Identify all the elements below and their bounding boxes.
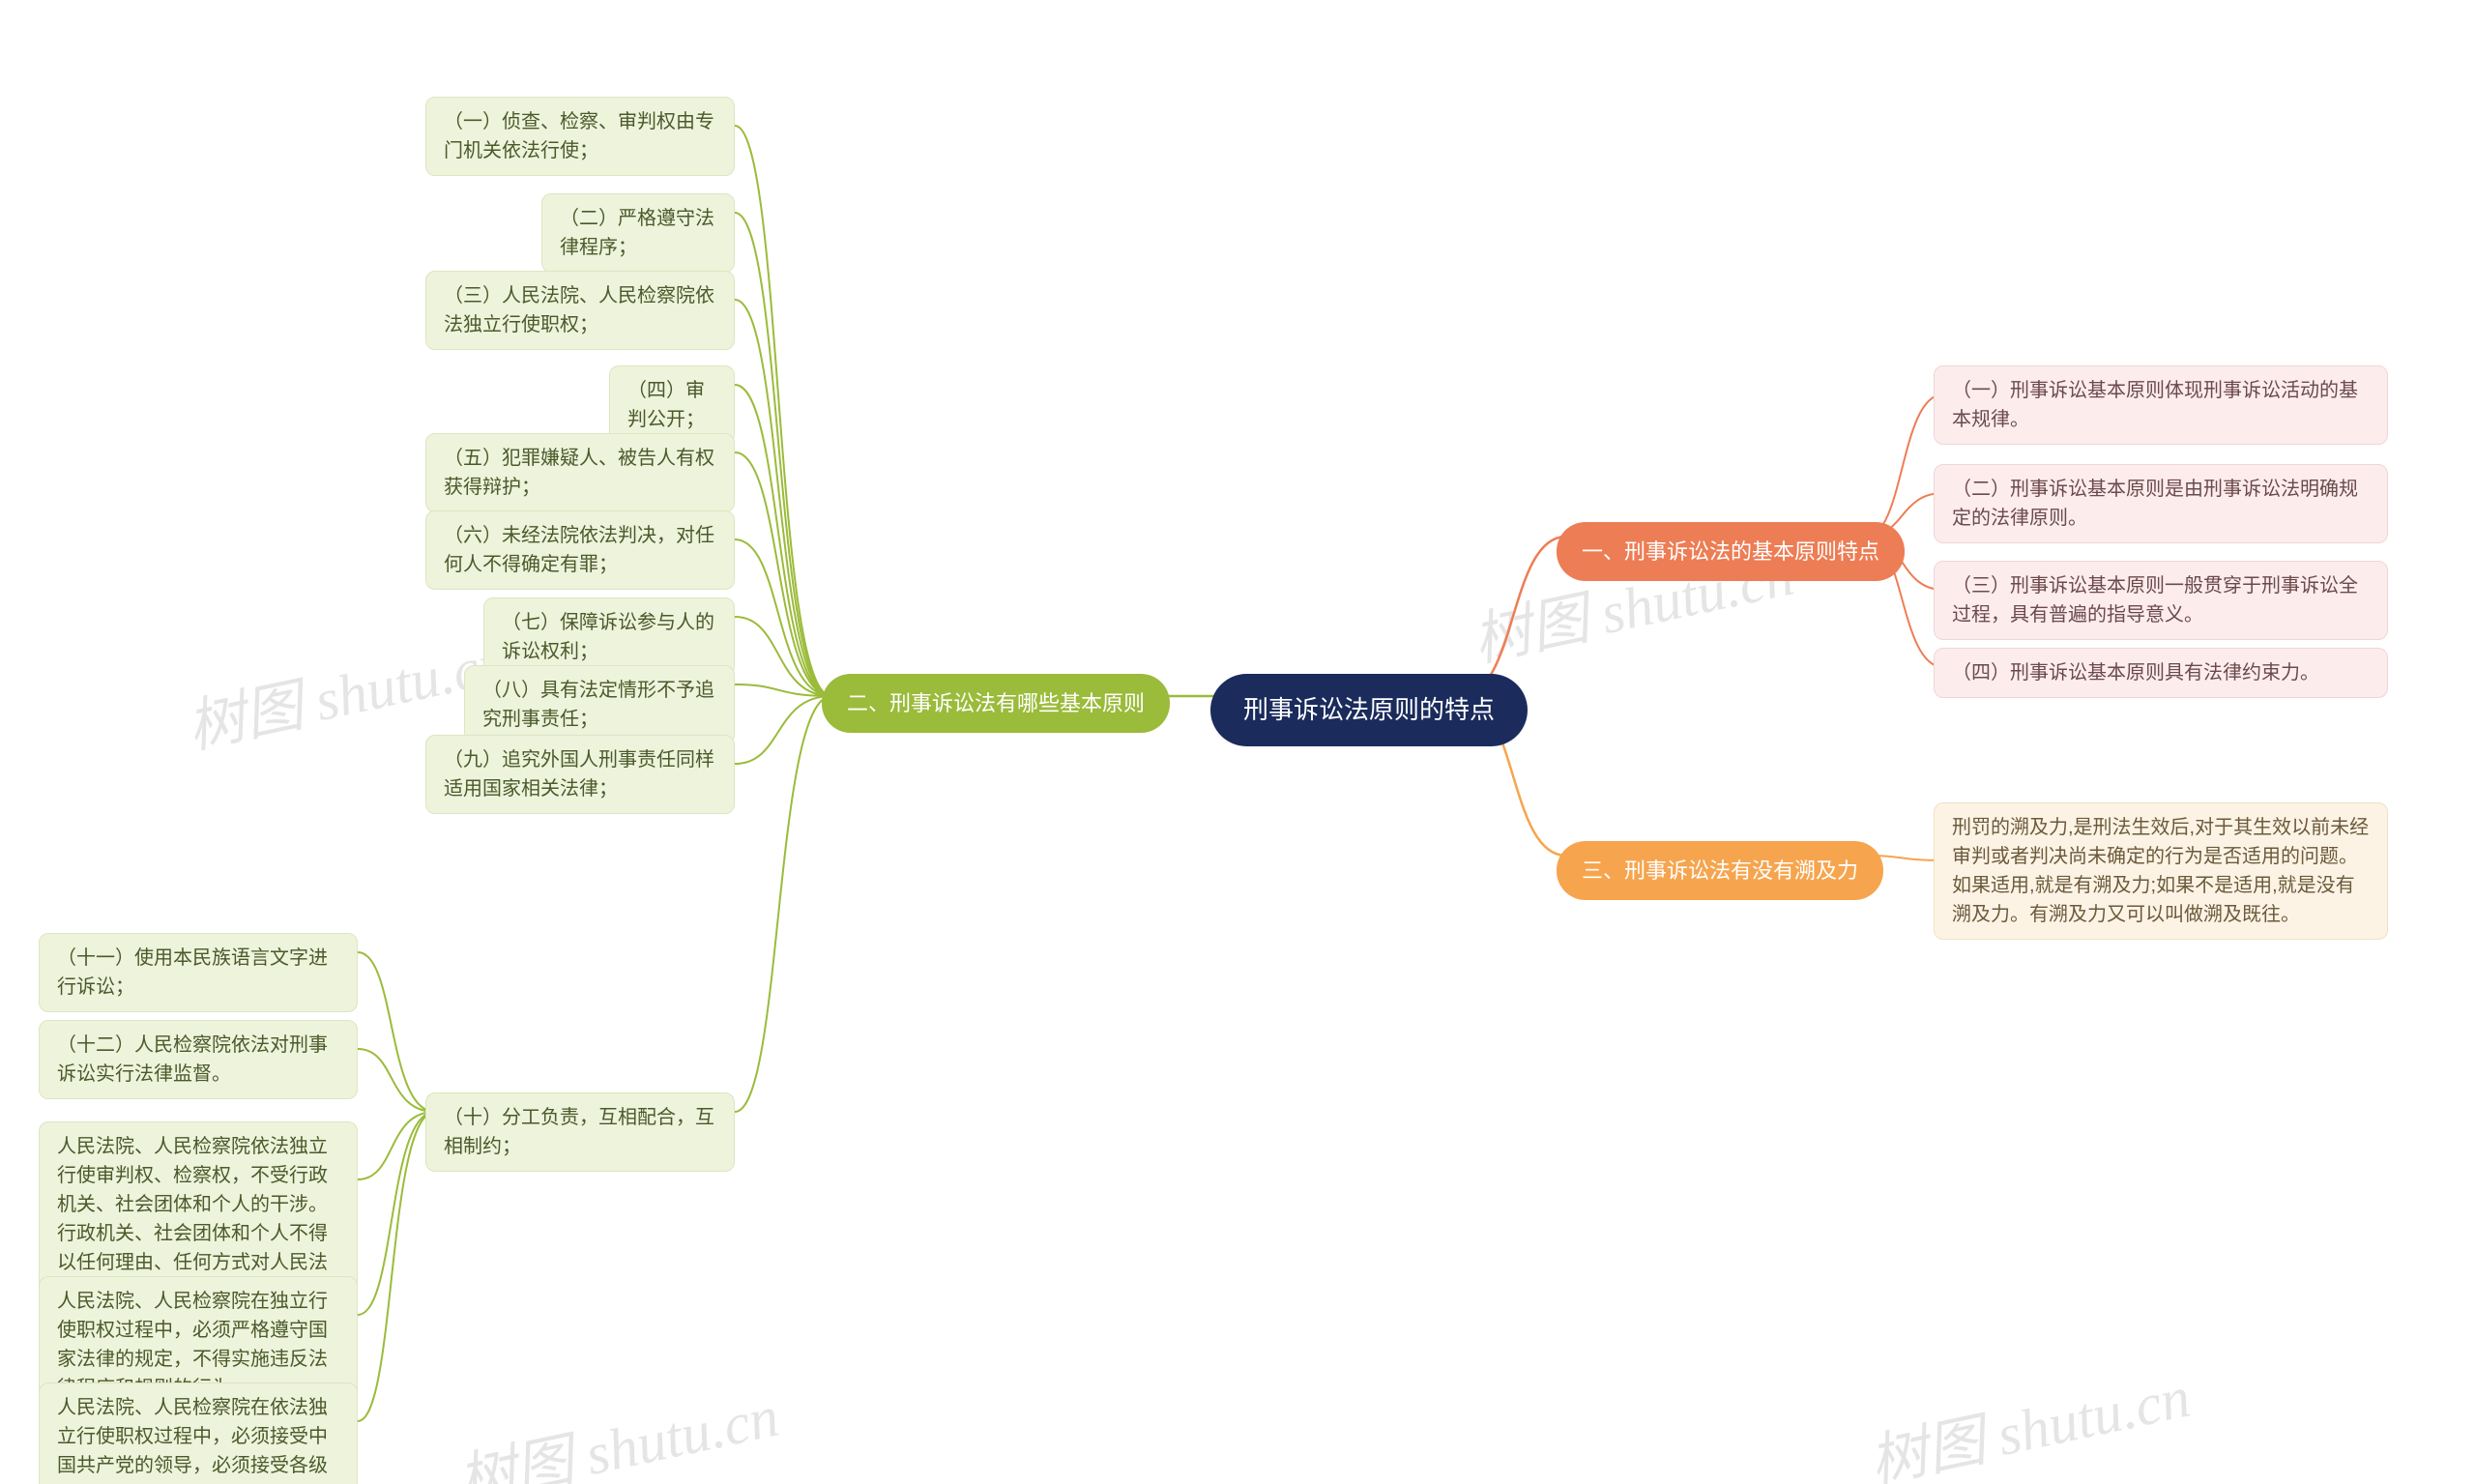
- branch-2-leaf: （三）人民法院、人民检察院依法独立行使职权；: [425, 271, 735, 350]
- branch-2-sub-leaf: （十一）使用本民族语言文字进行诉讼；: [39, 933, 358, 1012]
- branch-2-leaf: （九）追究外国人刑事责任同样适用国家相关法律；: [425, 735, 735, 814]
- branch-2-leaf: （八）具有法定情形不予追究刑事责任；: [464, 665, 735, 744]
- branch-1-leaf: （三）刑事诉讼基本原则一般贯穿于刑事诉讼全过程，具有普遍的指导意义。: [1934, 561, 2388, 640]
- branch-3-leaf: 刑罚的溯及力,是刑法生效后,对于其生效以前未经审判或者判决尚未确定的行为是否适用…: [1934, 802, 2388, 940]
- branch-3-label: 三、刑事诉讼法有没有溯及力: [1582, 855, 1858, 887]
- branch-2-leaf: （一）侦查、检察、审判权由专门机关依法行使；: [425, 97, 735, 176]
- branch-1-label: 一、刑事诉讼法的基本原则特点: [1582, 536, 1879, 567]
- branch-2-leaf-10: （十）分工负责，互相配合，互相制约；: [425, 1092, 735, 1172]
- branch-2-sub-leaf: （十二）人民检察院依法对刑事诉讼实行法律监督。: [39, 1020, 358, 1099]
- branch-1: 一、刑事诉讼法的基本原则特点: [1557, 522, 1905, 581]
- branch-3: 三、刑事诉讼法有没有溯及力: [1557, 841, 1883, 900]
- branch-2-label: 二、刑事诉讼法有哪些基本原则: [847, 687, 1145, 719]
- branch-1-leaf: （二）刑事诉讼基本原则是由刑事诉讼法明确规定的法律原则。: [1934, 464, 2388, 543]
- root-label: 刑事诉讼法原则的特点: [1243, 691, 1495, 729]
- branch-2-leaf: （二）严格遵守法律程序；: [541, 193, 735, 273]
- branch-2-leaf: （五）犯罪嫌疑人、被告人有权获得辩护；: [425, 433, 735, 512]
- branch-1-leaf: （四）刑事诉讼基本原则具有法律约束力。: [1934, 648, 2388, 698]
- branch-2-leaf: （六）未经法院依法判决，对任何人不得确定有罪；: [425, 510, 735, 590]
- watermark: 树图 shutu.cn: [450, 1369, 785, 1484]
- branch-2: 二、刑事诉讼法有哪些基本原则: [822, 674, 1170, 733]
- branch-2-sub-leaf: 人民法院、人民检察院在依法独立行使职权过程中，必须接受中国共产党的领导，必须接受…: [39, 1382, 358, 1484]
- branch-1-leaf: （一）刑事诉讼基本原则体现刑事诉讼活动的基本规律。: [1934, 365, 2388, 445]
- watermark: 树图 shutu.cn: [1861, 1350, 2197, 1484]
- root-node: 刑事诉讼法原则的特点: [1210, 674, 1528, 746]
